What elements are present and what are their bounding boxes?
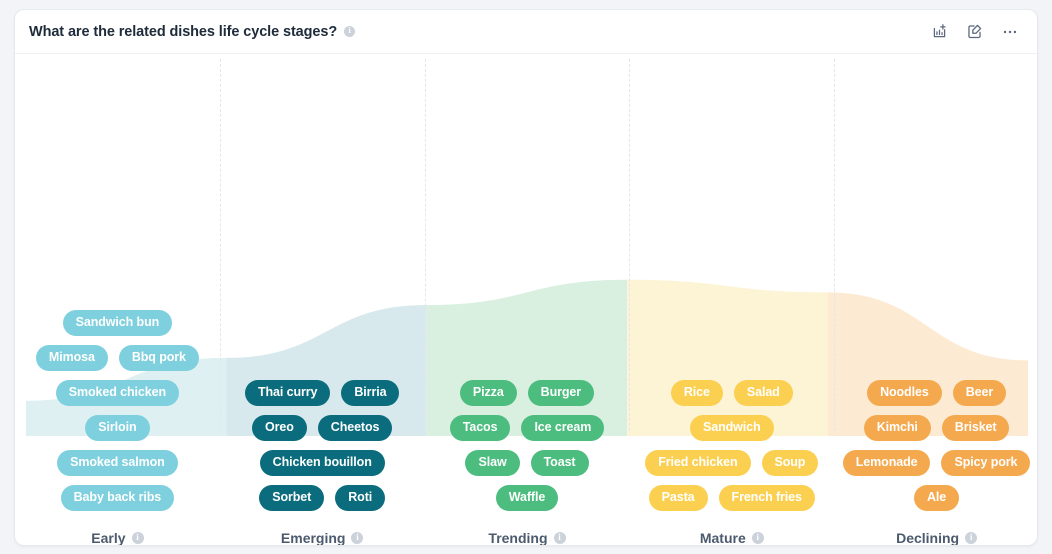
dish-pill[interactable]: Sandwich (690, 415, 774, 441)
dish-pill[interactable]: Rice (670, 380, 723, 406)
dish-pill[interactable]: Pizza (459, 380, 517, 406)
dish-pill[interactable]: Ice cream (521, 415, 605, 441)
dish-pill[interactable]: Mimosa (35, 345, 108, 371)
dish-pill[interactable]: Baby back ribs (60, 485, 175, 511)
pill-row: Thai curry Birria (244, 380, 400, 406)
dish-pill[interactable]: Oreo (251, 415, 307, 441)
stage-column-early: Sandwich bun Mimosa Bbq pork Smoked chicken… (15, 54, 220, 546)
dish-pill[interactable]: Soup (761, 450, 819, 476)
pill-row: Smoked chicken (55, 380, 180, 406)
pill-row: Noodles Beer (867, 380, 1007, 406)
stage-label-text: Early (91, 530, 126, 546)
dish-pill[interactable]: Sorbet (259, 485, 325, 511)
dish-pill[interactable]: Smoked chicken (55, 380, 180, 406)
dish-pill[interactable]: Noodles (867, 380, 942, 406)
pill-row: Fried chicken Soup (645, 450, 819, 476)
dish-pill[interactable]: Toast (530, 450, 589, 476)
pill-row: Waffle (495, 485, 559, 511)
chart-body: Sandwich bun Mimosa Bbq pork Smoked chicken… (15, 54, 1037, 546)
pill-row: Pasta French fries (648, 485, 815, 511)
stage-label-text: Mature (699, 530, 746, 546)
stage-label-trending[interactable]: Trending (488, 530, 566, 546)
dish-pill[interactable]: Ale (914, 485, 960, 511)
stage-column-emerging: Thai curry Birria Oreo Cheetos Chicken bouil… (219, 54, 425, 546)
edit-icon[interactable] (965, 22, 984, 41)
stage-label-emerging[interactable]: Emerging (280, 530, 364, 546)
pill-row: Sorbet Roti (259, 485, 386, 511)
dish-pill[interactable]: French fries (718, 485, 815, 511)
dish-pill[interactable]: Burger (527, 380, 595, 406)
stage-label-mature[interactable]: Mature (699, 530, 764, 546)
pill-stack: Rice Salad Sandwich Fried chicken Soup Pasta F… (629, 380, 834, 519)
dish-pill[interactable]: Bbq pork (118, 345, 199, 371)
info-icon[interactable] (351, 531, 364, 544)
pill-stack: Noodles Beer Kimchi Brisket Lemonade Spicy po… (834, 380, 1037, 519)
dish-pill[interactable]: Tacos (449, 415, 511, 441)
dish-pill[interactable]: Sirloin (85, 415, 150, 441)
dish-pill[interactable]: Fried chicken (645, 450, 751, 476)
stage-column-declining: Noodles Beer Kimchi Brisket Lemonade Spicy po… (834, 54, 1037, 546)
pill-row: Chicken bouillon (259, 450, 385, 476)
stage-column-trending: Pizza Burger Tacos Ice cream Slaw Toast Waffle… (424, 54, 630, 546)
pill-row: Sandwich (690, 415, 774, 441)
info-icon[interactable] (965, 531, 978, 544)
dish-pill[interactable]: Beer (952, 380, 1007, 406)
pill-row: Mimosa Bbq pork (35, 345, 199, 371)
page-title: What are the related dishes life cycle s… (29, 23, 338, 40)
title-group: What are the related dishes life cycle s… (29, 23, 356, 40)
pill-row: Smoked salmon (57, 450, 178, 476)
stage-label-text: Trending (488, 530, 548, 546)
pill-row: Rice Salad (670, 380, 793, 406)
info-icon[interactable] (344, 25, 356, 37)
pill-row: Kimchi Brisket (863, 415, 1010, 441)
pill-row: Pizza Burger (459, 380, 595, 406)
dish-pill[interactable]: Lemonade (842, 450, 931, 476)
dish-pill[interactable]: Spicy pork (941, 450, 1031, 476)
dish-pill[interactable]: Salad (733, 380, 793, 406)
stage-label-text: Declining (896, 530, 960, 546)
dish-pill[interactable]: Slaw (465, 450, 520, 476)
info-icon[interactable] (131, 531, 144, 544)
dish-pill[interactable]: Smoked salmon (57, 450, 178, 476)
stage-label-declining[interactable]: Declining (896, 530, 978, 546)
card-header: What are the related dishes life cycle s… (15, 10, 1037, 54)
dish-pill[interactable]: Thai curry (244, 380, 331, 406)
pill-row: Baby back ribs (60, 485, 175, 511)
pill-row: Slaw Toast (465, 450, 589, 476)
pill-stack: Thai curry Birria Oreo Cheetos Chicken bouil… (220, 380, 425, 519)
pill-row: Sirloin (85, 415, 150, 441)
pill-row: Lemonade Spicy pork (842, 450, 1031, 476)
pill-stack: Pizza Burger Tacos Ice cream Slaw Toast Waffle (425, 380, 630, 519)
more-options-icon[interactable] (1000, 22, 1019, 41)
lifecycle-card: What are the related dishes life cycle s… (14, 9, 1038, 546)
pill-stack: Sandwich bun Mimosa Bbq pork Smoked chicken… (15, 310, 220, 519)
pill-row: Oreo Cheetos (251, 415, 393, 441)
dish-pill[interactable]: Pasta (648, 485, 708, 511)
pill-row: Sandwich bun (62, 310, 173, 336)
dish-pill[interactable]: Chicken bouillon (259, 450, 385, 476)
add-chart-icon[interactable] (930, 22, 949, 41)
dish-pill[interactable]: Cheetos (317, 415, 393, 441)
dish-pill[interactable]: Roti (335, 485, 386, 511)
info-icon[interactable] (553, 531, 566, 544)
info-icon[interactable] (751, 531, 764, 544)
dish-pill[interactable]: Waffle (495, 485, 559, 511)
header-actions (930, 22, 1019, 41)
dish-pill[interactable]: Birria (341, 380, 400, 406)
stage-label-text: Emerging (280, 530, 346, 546)
dish-pill[interactable]: Sandwich bun (62, 310, 173, 336)
stage-label-early[interactable]: Early (91, 530, 144, 546)
pill-row: Ale (914, 485, 960, 511)
dish-pill[interactable]: Kimchi (863, 415, 931, 441)
pill-row: Tacos Ice cream (449, 415, 605, 441)
stage-column-mature: Rice Salad Sandwich Fried chicken Soup Pasta F… (629, 54, 834, 546)
dish-pill[interactable]: Brisket (941, 415, 1010, 441)
stage-columns: Sandwich bun Mimosa Bbq pork Smoked chicken… (15, 54, 1037, 546)
